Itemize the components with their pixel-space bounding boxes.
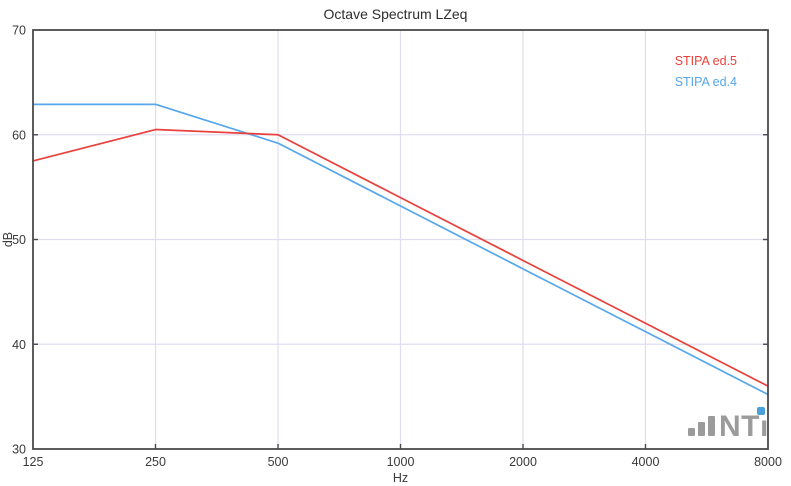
x-tick-label: 2000 [509,455,537,469]
y-tick-label: 60 [12,128,26,142]
y-tick-label: 40 [12,338,26,352]
plot-border [32,29,769,450]
y-tick-label: 70 [12,24,26,38]
x-axis-title: Hz [393,471,408,485]
x-tick-label: 500 [268,455,289,469]
legend-item-stipa-ed4: STIPA ed.4 [674,75,737,89]
x-tick-label: 4000 [632,455,660,469]
legend-item-stipa-ed5: STIPA ed.5 [674,54,737,68]
x-tick-label: 250 [145,455,166,469]
x-tick-label: 125 [23,455,44,469]
y-tick-label: 50 [12,233,26,247]
series-line-stipa-ed-4 [33,103,769,396]
chart-title: Octave Spectrum LZeq [323,6,468,22]
x-tick-label: 8000 [754,455,782,469]
logo-text: NTı [719,410,769,443]
logo-bar-icon [688,428,695,436]
series-line-stipa-ed-5 [32,128,769,387]
logo-dot-icon [757,407,765,415]
logo-bar-icon [698,422,705,436]
chart-legend: STIPA ed.5 STIPA ed.4 [675,51,737,93]
nti-logo: NTı [688,407,769,443]
x-tick-label: 1000 [387,455,415,469]
y-tick-label: 30 [12,443,26,457]
logo-bar-icon [708,416,715,436]
y-axis-title: dB [1,232,15,247]
